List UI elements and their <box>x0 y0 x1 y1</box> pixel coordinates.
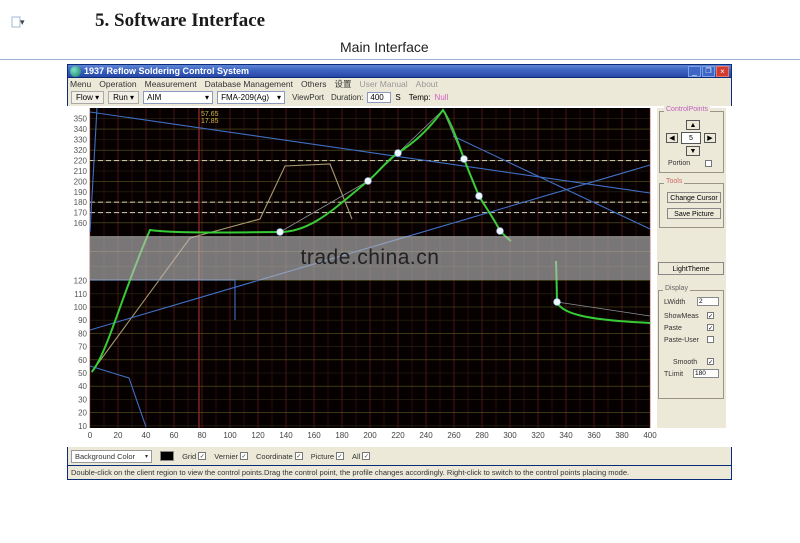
svg-text:100: 100 <box>223 431 237 440</box>
svg-text:320: 320 <box>74 146 88 155</box>
svg-text:190: 190 <box>74 188 88 197</box>
svg-text:140: 140 <box>279 431 293 440</box>
svg-text:170: 170 <box>74 209 88 218</box>
svg-text:320: 320 <box>531 431 545 440</box>
svg-text:50: 50 <box>78 369 87 378</box>
svg-text:20: 20 <box>114 431 123 440</box>
svg-text:180: 180 <box>335 431 349 440</box>
svg-text:70: 70 <box>78 343 87 352</box>
svg-text:160: 160 <box>307 431 321 440</box>
svg-text:400: 400 <box>643 431 657 440</box>
svg-text:90: 90 <box>78 316 87 325</box>
svg-text:200: 200 <box>363 431 377 440</box>
svg-text:60: 60 <box>170 431 179 440</box>
svg-text:280: 280 <box>475 431 489 440</box>
svg-text:120: 120 <box>251 431 265 440</box>
svg-text:350: 350 <box>74 115 88 124</box>
svg-text:20: 20 <box>78 409 87 418</box>
svg-text:300: 300 <box>503 431 517 440</box>
svg-text:200: 200 <box>74 177 88 186</box>
svg-text:80: 80 <box>78 329 87 338</box>
svg-text:120: 120 <box>74 277 88 286</box>
svg-text:240: 240 <box>419 431 433 440</box>
svg-text:220: 220 <box>74 157 88 166</box>
svg-text:160: 160 <box>74 219 88 228</box>
svg-text:80: 80 <box>198 431 207 440</box>
svg-text:340: 340 <box>559 431 573 440</box>
svg-text:330: 330 <box>74 136 88 145</box>
svg-text:40: 40 <box>142 431 151 440</box>
svg-text:100: 100 <box>74 303 88 312</box>
svg-text:380: 380 <box>615 431 629 440</box>
svg-text:360: 360 <box>587 431 601 440</box>
svg-text:110: 110 <box>74 290 87 299</box>
svg-text:340: 340 <box>74 125 88 134</box>
svg-text:180: 180 <box>74 198 88 207</box>
svg-text:210: 210 <box>74 167 88 176</box>
svg-text:260: 260 <box>447 431 461 440</box>
svg-text:220: 220 <box>391 431 405 440</box>
svg-text:40: 40 <box>78 382 87 391</box>
svg-text:0: 0 <box>88 431 93 440</box>
svg-text:60: 60 <box>78 356 87 365</box>
svg-text:10: 10 <box>78 422 87 431</box>
svg-text:30: 30 <box>78 395 87 404</box>
